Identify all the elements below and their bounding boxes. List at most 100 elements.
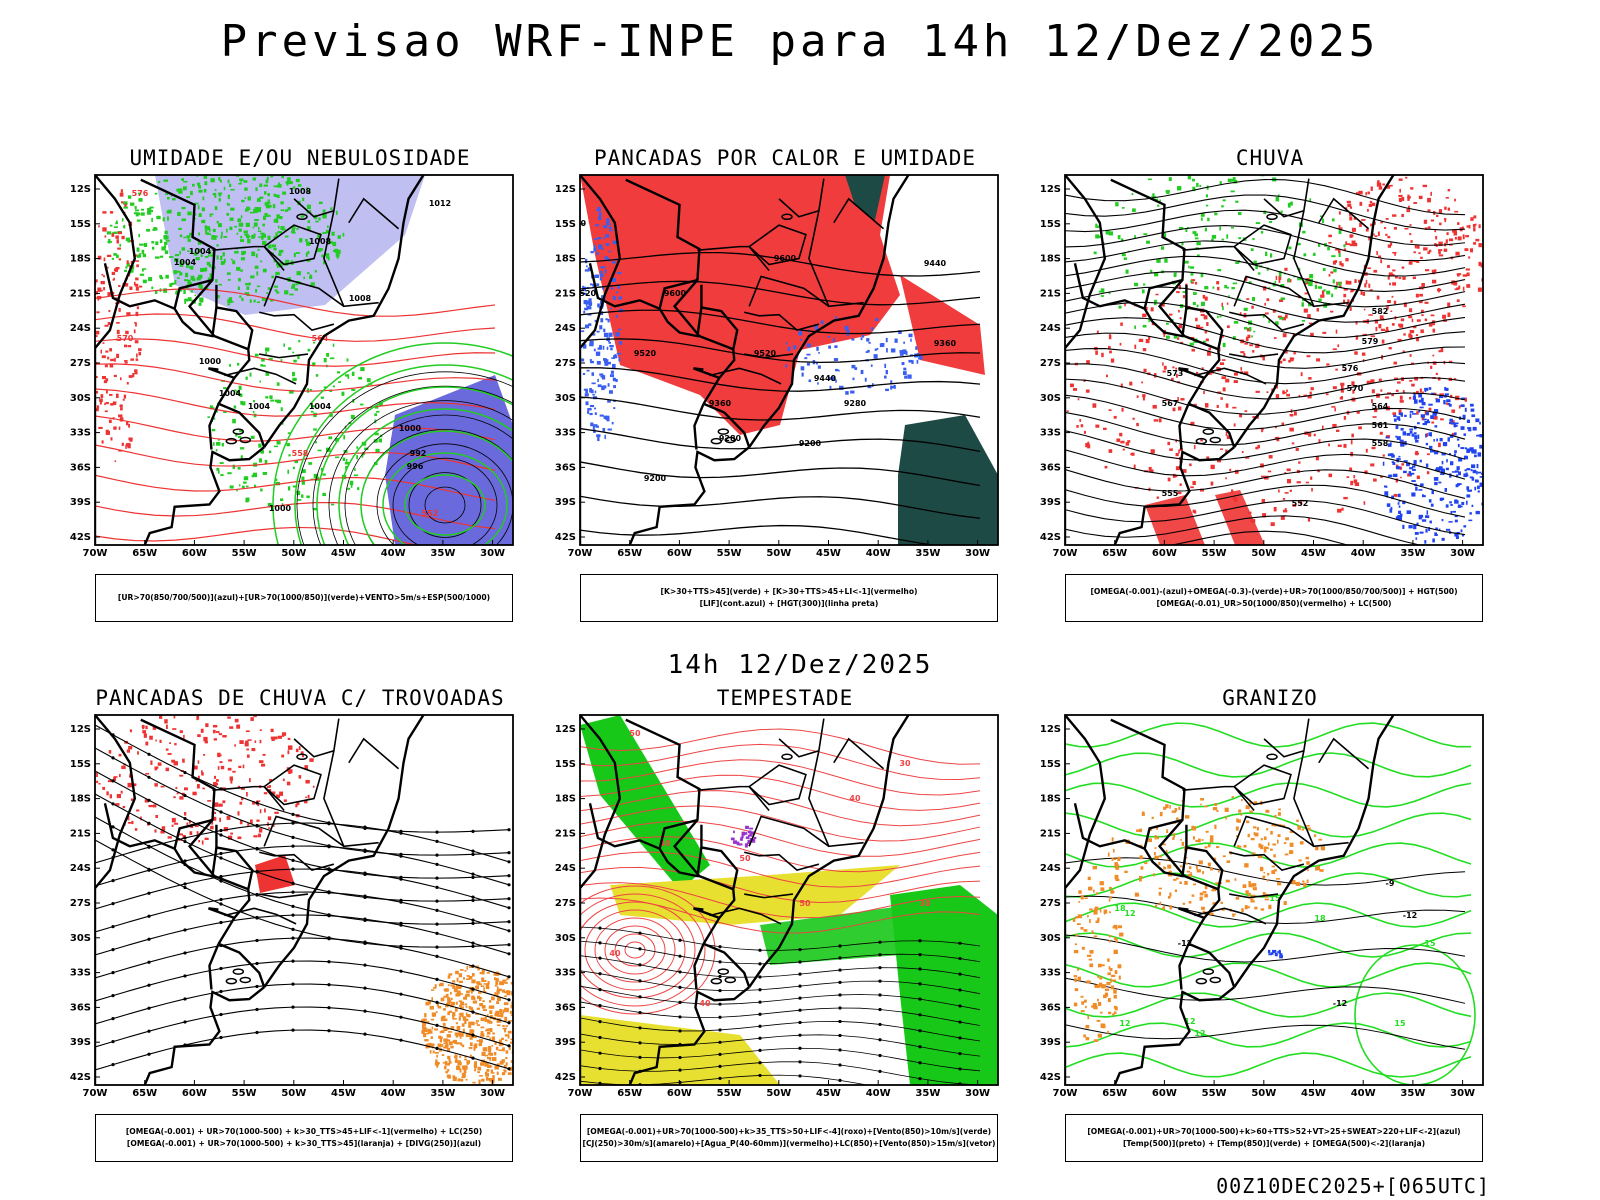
omega-rain (1169, 313, 1173, 316)
omega-rain (1392, 251, 1397, 254)
omega-blue (1393, 415, 1397, 418)
green-humidity (280, 209, 285, 212)
thunderstorm-area (227, 835, 233, 840)
omega-rain (1376, 182, 1382, 187)
lake (239, 436, 252, 444)
lat-tick-label: 27S (1040, 358, 1061, 369)
omega-area (1091, 930, 1094, 934)
lifted-index-contour (587, 408, 592, 411)
lon-tick-label: 35W (915, 548, 940, 559)
omega-area (1274, 869, 1277, 872)
omega-area (1241, 908, 1244, 913)
thickness-contour (95, 288, 496, 317)
divergence-area (447, 984, 450, 987)
panel-legend: [OMEGA(-0.001)-(azul)+OMEGA(-0.3)-(verde… (1065, 574, 1483, 622)
green-humidity (300, 215, 305, 218)
green-humidity (308, 189, 311, 194)
omega-rain (1255, 390, 1260, 393)
green-humidity (280, 407, 283, 412)
green-humidity (148, 277, 153, 282)
streamline-arrowhead (399, 1038, 403, 1042)
omega-green (1222, 199, 1226, 202)
divergence-area (479, 1062, 485, 1066)
omega-blue (1480, 473, 1483, 475)
lon-tick-label: 40W (1351, 1088, 1376, 1099)
divergence-area (462, 1017, 467, 1021)
lon-tick-label: 35W (1400, 548, 1425, 559)
omega-rain (1345, 280, 1348, 285)
green-humidity (285, 259, 290, 264)
red-contour-dash (134, 369, 138, 373)
omega-area (1274, 814, 1277, 818)
omega-rain (1367, 191, 1370, 195)
country-border (1073, 803, 1146, 850)
thunderstorm-area (201, 840, 204, 845)
streamline-arrowhead (111, 802, 115, 806)
green-humidity (213, 236, 217, 240)
country-border (1143, 818, 1183, 849)
thunderstorm-area (312, 785, 315, 788)
lat-tick-label: 24S (1040, 323, 1061, 334)
green-humidity (218, 198, 221, 202)
legend-line: [OMEGA(-0.001) + UR>70(1000-500) + k>30_… (125, 1127, 483, 1136)
lifted-index-contour (618, 357, 621, 362)
green-humidity (227, 299, 232, 304)
omega-blue (1457, 504, 1461, 508)
omega-rain (1303, 394, 1308, 397)
omega-rain (1440, 418, 1444, 421)
divergence-area (504, 995, 507, 998)
green-humidity (183, 279, 188, 282)
omega-rain (1346, 476, 1350, 478)
green-humidity (134, 209, 139, 212)
thunderstorm-area (179, 796, 184, 800)
divergence-area (439, 982, 444, 987)
country-border (1143, 847, 1188, 878)
wind-vector-arrowhead (638, 931, 642, 935)
green-humidity (287, 486, 291, 491)
height-contour (580, 524, 938, 545)
thunderstorm-area (274, 736, 278, 740)
omega-area (1247, 833, 1250, 838)
omega-green (1250, 248, 1254, 252)
divergence-area (455, 993, 460, 997)
omega-rain (1340, 385, 1344, 390)
contour-label: 579 (1362, 337, 1379, 346)
streamline-arrowhead (183, 951, 187, 955)
wind-vector-arrowhead (678, 1080, 682, 1085)
country-border (658, 307, 703, 338)
country-border (588, 803, 661, 850)
state-border (709, 907, 782, 925)
omega-rain (1387, 235, 1391, 239)
omega-rain (1401, 213, 1404, 218)
omega-area (1231, 796, 1234, 799)
omega-rain (1431, 269, 1436, 275)
omega-area (1158, 855, 1162, 858)
omega-rain (1216, 281, 1220, 285)
lifted-index-contour (806, 353, 811, 356)
omega-rain (1480, 263, 1483, 268)
omega-rain (1330, 271, 1334, 274)
thunderstorm-area (230, 832, 234, 835)
omega-rain (1408, 333, 1412, 338)
lifted-index-contour (597, 384, 602, 388)
divergence-area (504, 1039, 508, 1042)
green-humidity (123, 206, 128, 209)
green-humidity (211, 235, 216, 238)
omega-green (1228, 295, 1230, 298)
omega-area (1081, 946, 1085, 950)
wind-vector-arrowhead (718, 1028, 722, 1032)
divergence-area (442, 1022, 446, 1026)
green-humidity (244, 292, 250, 295)
wind-vector-arrowhead (918, 1061, 922, 1065)
divergence-area (452, 1018, 457, 1020)
lifted-index-contour (611, 261, 616, 264)
green-humidity (184, 300, 186, 304)
omega-green (1313, 252, 1316, 255)
omega-green (1224, 284, 1228, 289)
thunderstorm-area (154, 767, 158, 771)
green-humidity (273, 236, 277, 240)
green-humidity (187, 238, 191, 242)
wind-vector-arrowhead (718, 1002, 722, 1006)
omega-green (1095, 234, 1100, 239)
omega-green (1100, 295, 1105, 297)
